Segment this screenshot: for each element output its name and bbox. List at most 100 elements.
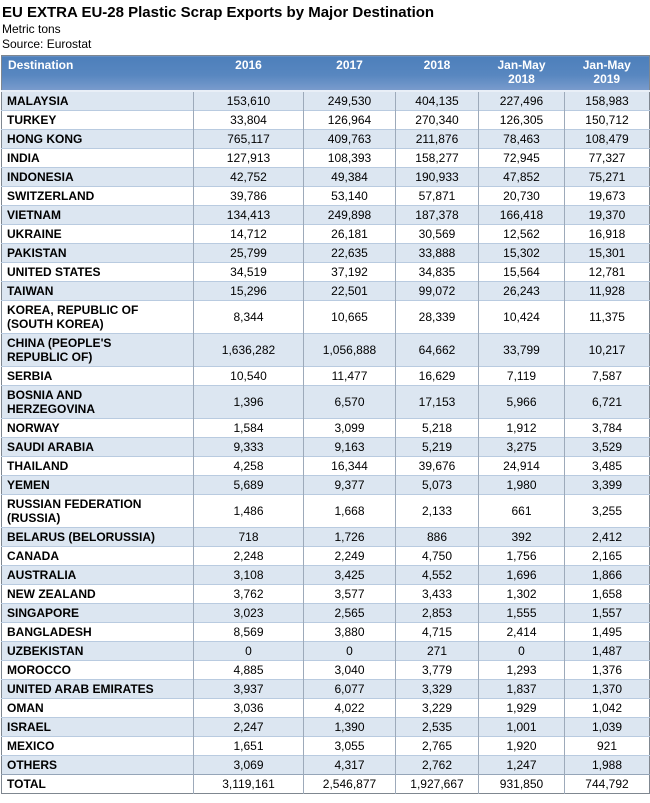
value-cell-2018: 158,277 (395, 148, 479, 168)
table-row: TAIWAN 15,296 22,501 99,072 26,243 11,92… (1, 281, 650, 301)
value-cell-2018: 33,888 (395, 243, 479, 263)
value-cell-2018: 2,762 (395, 755, 479, 775)
units-label: Metric tons (2, 22, 61, 36)
value-cell-2018: 64,662 (395, 333, 479, 367)
table-row: UZBEKISTAN 0 0 271 0 1,487 (1, 641, 650, 661)
value-cell-janmay-2018: 26,243 (478, 281, 565, 301)
value-cell-2018: 34,835 (395, 262, 479, 282)
value-cell-2016: 1,636,282 (193, 333, 304, 367)
value-cell-janmay-2018: 15,302 (478, 243, 565, 263)
value-cell-janmay-2019: 77,327 (564, 148, 650, 168)
value-cell-janmay-2018: 12,562 (478, 224, 565, 244)
value-cell-2016: 33,804 (193, 110, 304, 130)
destination-cell: MALAYSIA (1, 90, 194, 111)
value-cell-janmay-2019: 1,376 (564, 660, 650, 680)
column-header-2016: 2016 (193, 55, 304, 92)
table-row: SERBIA 10,540 11,477 16,629 7,119 7,587 (1, 366, 650, 386)
value-cell-2017: 3,099 (303, 418, 396, 438)
destination-cell: OTHERS (1, 755, 194, 775)
table-header: Destination 2016 2017 2018 Jan-May 2018 … (1, 55, 650, 92)
table-row: MOROCCO 4,885 3,040 3,779 1,293 1,376 (1, 660, 650, 680)
value-cell-2018: 28,339 (395, 300, 479, 334)
table-row: NORWAY 1,584 3,099 5,218 1,912 3,784 (1, 418, 650, 438)
destination-cell: BOSNIA AND HERZEGOVINA (1, 385, 194, 419)
value-cell-2018: 270,340 (395, 110, 479, 130)
table-row: YEMEN 5,689 9,377 5,073 1,980 3,399 (1, 475, 650, 495)
value-cell-2018: 30,569 (395, 224, 479, 244)
destination-cell: HONG KONG (1, 129, 194, 149)
column-header-janmay-2019: Jan-May 2019 (564, 55, 650, 92)
destination-cell: MEXICO (1, 736, 194, 756)
exports-table: Destination 2016 2017 2018 Jan-May 2018 … (1, 55, 650, 794)
value-cell-2017: 2,565 (303, 603, 396, 623)
value-cell-2018: 39,676 (395, 456, 479, 476)
value-cell-2017: 9,377 (303, 475, 396, 495)
value-cell-2016: 134,413 (193, 205, 304, 225)
value-cell-janmay-2019: 15,301 (564, 243, 650, 263)
value-cell-janmay-2018: 1,696 (478, 565, 565, 585)
value-cell-2016: 127,913 (193, 148, 304, 168)
value-cell-2018: 5,219 (395, 437, 479, 457)
value-cell-2016: 3,108 (193, 565, 304, 585)
table-row: SWITZERLAND 39,786 53,140 57,871 20,730 … (1, 186, 650, 206)
value-cell-2017: 1,390 (303, 717, 396, 737)
table-row: UNITED ARAB EMIRATES 3,937 6,077 3,329 1… (1, 679, 650, 699)
value-cell-2016: 3,762 (193, 584, 304, 604)
table-row: BANGLADESH 8,569 3,880 4,715 2,414 1,495 (1, 622, 650, 642)
value-cell-2017: 3,425 (303, 565, 396, 585)
value-cell-janmay-2018: 2,414 (478, 622, 565, 642)
destination-cell: SINGAPORE (1, 603, 194, 623)
value-cell-janmay-2019: 744,792 (564, 774, 650, 794)
value-cell-2017: 11,477 (303, 366, 396, 386)
value-cell-janmay-2018: 126,305 (478, 110, 565, 130)
value-cell-2018: 3,329 (395, 679, 479, 699)
destination-cell: AUSTRALIA (1, 565, 194, 585)
value-cell-2016: 153,610 (193, 90, 304, 111)
table-body: MALAYSIA 153,610 249,530 404,135 227,496… (1, 90, 650, 794)
value-cell-janmay-2018: 1,293 (478, 660, 565, 680)
value-cell-2017: 9,163 (303, 437, 396, 457)
column-header-janmay-2018: Jan-May 2018 (478, 55, 565, 92)
value-cell-janmay-2018: 15,564 (478, 262, 565, 282)
table-row: MEXICO 1,651 3,055 2,765 1,920 921 (1, 736, 650, 756)
destination-cell: UKRAINE (1, 224, 194, 244)
value-cell-2018: 3,779 (395, 660, 479, 680)
value-cell-janmay-2018: 1,929 (478, 698, 565, 718)
value-cell-2016: 1,651 (193, 736, 304, 756)
value-cell-janmay-2019: 11,375 (564, 300, 650, 334)
value-cell-2016: 2,248 (193, 546, 304, 566)
value-cell-2017: 16,344 (303, 456, 396, 476)
value-cell-janmay-2019: 150,712 (564, 110, 650, 130)
value-cell-2018: 886 (395, 527, 479, 547)
value-cell-janmay-2018: 1,247 (478, 755, 565, 775)
value-cell-janmay-2019: 1,042 (564, 698, 650, 718)
value-cell-janmay-2019: 1,495 (564, 622, 650, 642)
table-row: CANADA 2,248 2,249 4,750 1,756 2,165 (1, 546, 650, 566)
value-cell-2017: 53,140 (303, 186, 396, 206)
table-row: TURKEY 33,804 126,964 270,340 126,305 15… (1, 110, 650, 130)
value-cell-2018: 271 (395, 641, 479, 661)
value-cell-janmay-2019: 3,784 (564, 418, 650, 438)
value-cell-2017: 2,546,877 (303, 774, 396, 794)
column-header-2018: 2018 (395, 55, 479, 92)
page-title: EU EXTRA EU-28 Plastic Scrap Exports by … (2, 4, 435, 21)
value-cell-2017: 22,501 (303, 281, 396, 301)
value-cell-janmay-2018: 78,463 (478, 129, 565, 149)
table-row: THAILAND 4,258 16,344 39,676 24,914 3,48… (1, 456, 650, 476)
value-cell-janmay-2018: 72,945 (478, 148, 565, 168)
value-cell-janmay-2018: 0 (478, 641, 565, 661)
value-cell-2018: 4,552 (395, 565, 479, 585)
destination-cell: YEMEN (1, 475, 194, 495)
header-row: Destination 2016 2017 2018 Jan-May 2018 … (1, 55, 650, 92)
value-cell-2017: 0 (303, 641, 396, 661)
value-cell-janmay-2018: 227,496 (478, 90, 565, 111)
value-cell-janmay-2019: 3,529 (564, 437, 650, 457)
destination-cell: OMAN (1, 698, 194, 718)
value-cell-2018: 187,378 (395, 205, 479, 225)
value-cell-2018: 4,715 (395, 622, 479, 642)
value-cell-janmay-2018: 1,001 (478, 717, 565, 737)
destination-cell: INDONESIA (1, 167, 194, 187)
destination-cell: PAKISTAN (1, 243, 194, 263)
destination-cell: UNITED STATES (1, 262, 194, 282)
value-cell-2018: 4,750 (395, 546, 479, 566)
